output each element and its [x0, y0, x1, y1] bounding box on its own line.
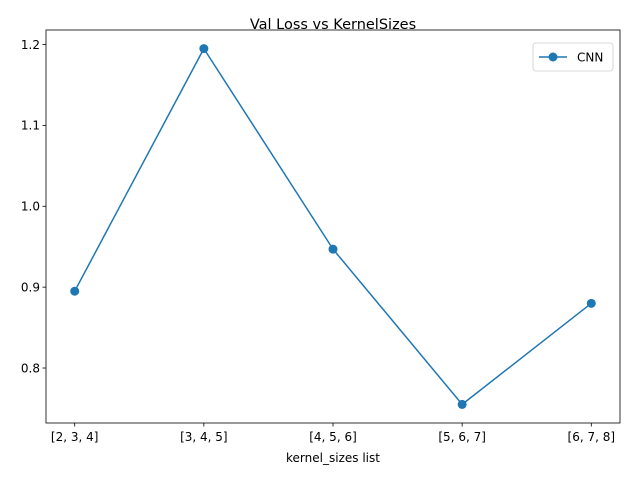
y-tick-label: 0.9: [21, 280, 40, 294]
y-tick-label: 1.0: [21, 200, 40, 214]
x-tick-label: [4, 5, 6]: [309, 430, 357, 444]
data-point: [328, 244, 338, 254]
series-layer: [70, 44, 596, 409]
data-point: [199, 44, 209, 54]
x-tick-label: [6, 7, 8]: [568, 430, 616, 444]
chart-title: Val Loss vs KernelSizes: [250, 17, 416, 33]
x-tick-label: [2, 3, 4]: [51, 430, 99, 444]
x-axis: [2, 3, 4] [3, 4, 5] [4, 5, 6] [5, 6, 7] [6, …: [51, 423, 615, 444]
y-tick-label: 1.1: [21, 119, 40, 133]
legend-marker: [548, 52, 558, 62]
x-axis-label: kernel_sizes list: [286, 451, 380, 465]
x-tick-label: [3, 4, 5]: [180, 430, 228, 444]
y-tick-label: 1.2: [21, 38, 40, 52]
legend-label: CNN: [577, 50, 603, 64]
x-tick-label: [5, 6, 7]: [438, 430, 486, 444]
y-axis: 0.8 0.9 1.0 1.1 1.2: [21, 38, 46, 375]
legend: CNN: [532, 42, 614, 72]
data-point: [70, 286, 80, 296]
data-point: [586, 298, 596, 308]
y-tick-label: 0.8: [21, 361, 40, 375]
data-point: [457, 399, 467, 409]
legend-box: [532, 42, 614, 72]
